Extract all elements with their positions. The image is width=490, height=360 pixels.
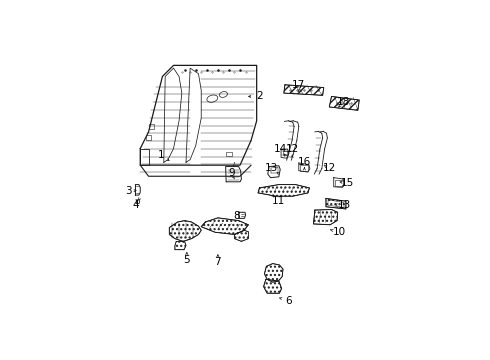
Bar bbox=[146, 135, 151, 140]
Text: 10: 10 bbox=[333, 227, 346, 237]
Bar bbox=[148, 124, 154, 129]
Bar bbox=[335, 180, 343, 186]
Bar bbox=[283, 151, 287, 155]
Text: 5: 5 bbox=[183, 255, 190, 265]
Text: 13: 13 bbox=[338, 201, 351, 210]
Text: 18: 18 bbox=[337, 97, 350, 107]
Text: 8: 8 bbox=[233, 211, 240, 221]
Text: 14: 14 bbox=[273, 144, 287, 154]
Text: 7: 7 bbox=[215, 257, 221, 267]
Text: 4: 4 bbox=[132, 199, 139, 210]
Text: 12: 12 bbox=[286, 144, 299, 154]
Text: 2: 2 bbox=[256, 91, 263, 102]
Text: 12: 12 bbox=[323, 163, 336, 174]
Bar bbox=[300, 165, 308, 171]
Bar bbox=[226, 152, 232, 156]
Text: 15: 15 bbox=[341, 178, 354, 188]
Text: 13: 13 bbox=[265, 163, 278, 174]
Text: 3: 3 bbox=[125, 186, 132, 196]
Text: 9: 9 bbox=[228, 168, 235, 179]
Text: 11: 11 bbox=[271, 195, 285, 206]
Text: 17: 17 bbox=[292, 80, 305, 90]
Text: 1: 1 bbox=[158, 150, 164, 161]
Text: 16: 16 bbox=[298, 157, 311, 167]
Text: 6: 6 bbox=[285, 296, 292, 306]
